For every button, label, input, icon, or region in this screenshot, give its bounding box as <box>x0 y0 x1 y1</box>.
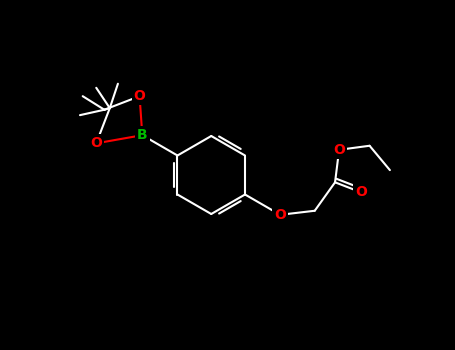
Text: O: O <box>134 89 146 103</box>
Text: O: O <box>355 186 367 199</box>
Text: O: O <box>90 136 102 150</box>
Text: O: O <box>333 143 345 157</box>
Text: O: O <box>274 208 286 222</box>
Text: B: B <box>137 128 147 142</box>
